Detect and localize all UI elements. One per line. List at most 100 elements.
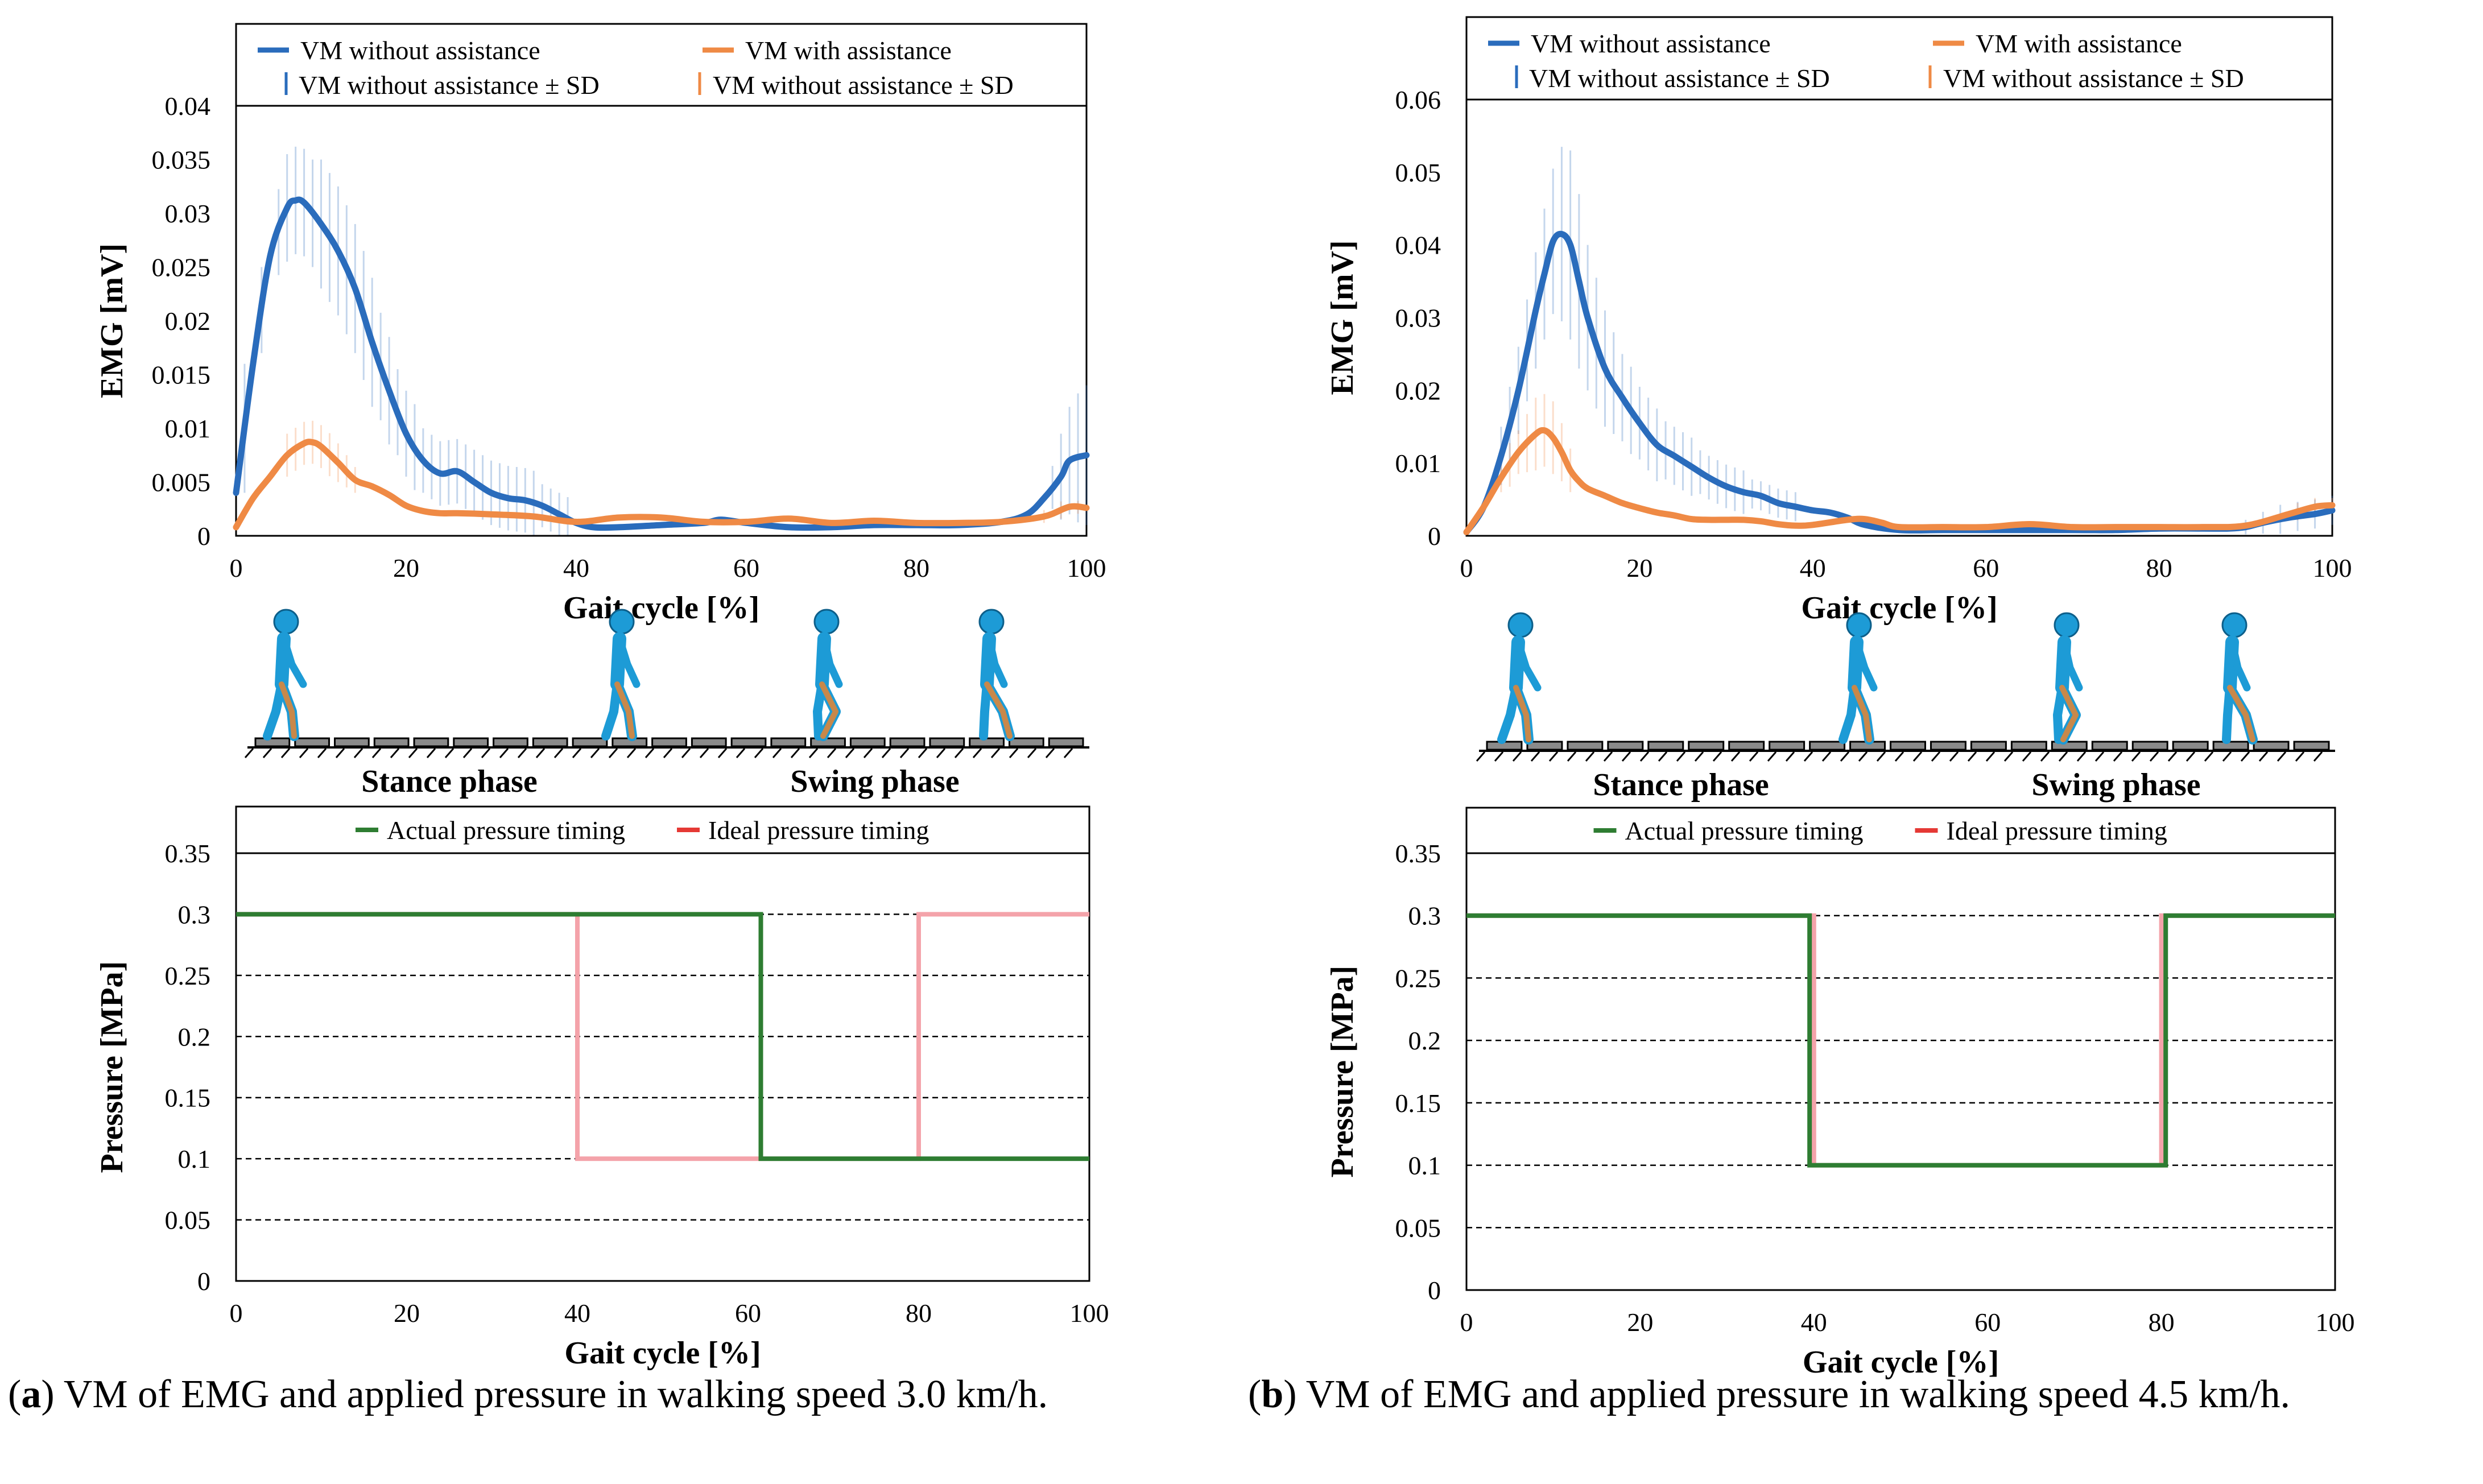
panel-a-pressure-ytick-label: 0.25 [165,961,211,990]
panel-a-pressure-ytick-label: 0 [197,1267,210,1296]
panel-a-ground-hatch [262,748,272,758]
panel-b-pressure-axes: 0 0.05 0.1 0.15 0.2 0.25 0.3 0.35 0 20 40 60 80 100 Ga… [1325,839,2355,1380]
panel-a-emg-series-line-1 [233,439,1090,531]
panel-a-pressure-series-line-1 [236,912,1089,1161]
panel-b-walker-arm [1514,638,1542,692]
panel-b-ground-hatch [2240,751,2250,762]
panel-a-pressure-ytick-label: 0.1 [178,1144,211,1173]
panel-b-emg-ytick-label: 0.03 [1395,304,1441,333]
panel-b-ground-hatch [2022,751,2032,762]
panel-b-ground-hatch [1512,751,1522,762]
panel-b-treadmill-slat [1809,741,1846,751]
panel-a-ground-hatch [408,748,418,758]
panel-a-ground-hatch [790,748,800,758]
panel-b-walker-arm [2228,638,2251,692]
panel-b-ground-hatch [2113,751,2123,762]
panel-a-walker-head [609,609,635,635]
panel-b-ground-hatch [1749,751,1759,762]
panel-a-ground-hatch [1009,748,1019,758]
panel-b-pressure-legend-label: Actual pressure timing [1625,816,1864,845]
panel-b-ground-hatch [1785,751,1795,762]
panel-b-pressure-plot-frame [1465,852,2336,1291]
panel-a-ground-hatch [426,748,436,758]
panel-b-walker-front-leg [1513,685,1531,742]
panel-a-ground-hatch [881,748,891,758]
panel-b-emg-ytick-label: 0.05 [1395,158,1441,187]
panel-a-emg-xlabel: Gait cycle [%] [563,590,759,626]
panel-a-treadmill-slat [1008,737,1044,747]
panel-b-ground-hatch [1858,751,1868,762]
panel-a-walker-arm [280,635,307,688]
panel-b-treadmill-slat [2172,741,2209,751]
panel-a-emg-ytick-label: 0.035 [152,146,211,175]
panel-b-emg-xtick-label: 40 [1800,553,1826,582]
panel-a-pressure-ytick-label: 0.15 [165,1084,211,1113]
caption-b: (b) VM of EMG and applied pressure in wa… [1248,1373,2291,1416]
panel-a-ground-hatch [899,748,910,758]
panel-b-pressure-xtick-label: 40 [1801,1308,1827,1337]
panel-a-emg-legend-label: VM without assistance ± SD [299,71,600,100]
panel-a-treadmill-slat [849,737,886,747]
panel-a-walker-figure [813,609,843,741]
panel-b-pressure-xtick-label: 100 [2316,1308,2355,1337]
panel-a-ground-hatch [717,748,728,758]
panel-a-emg-ytick-label: 0.04 [165,92,211,121]
panel-a-walker-figure [978,609,1015,741]
panel-b-treadmill-slat [1607,741,1644,751]
panel-b-ground-hatch [2167,751,2178,762]
panel-b-ground-hatch [2204,751,2214,762]
panel-b-emg-legend-label: VM without assistance ± SD [1529,64,1830,93]
panel-b-ground-hatch [1639,751,1650,762]
panel-a-ground-hatch [663,748,673,758]
panel-b-ground-hatch [2258,751,2269,762]
panel-a-pressure-xtick-label: 100 [1070,1299,1109,1328]
panel-b-emg-ytick-label: 0 [1428,522,1441,551]
panel-a-ground-hatch [299,748,309,758]
panel-a-pressure-ylabel: Pressure [MPa] [94,961,130,1173]
panel-b-pressure-ytick-label: 0.35 [1395,839,1441,868]
panel-a-ground-hatch [808,748,819,758]
panel-a-emg-xtick-label: 60 [733,553,759,582]
panel-b-ground-hatch [2076,751,2087,762]
panel-a-walker-back-leg [813,680,827,741]
panel-a-treadmill-slat [413,737,449,747]
panel-a-ground-hatch [754,748,764,758]
panel-b-walker-head [1846,612,1872,638]
panel-b-treadmill-slat [1688,741,1725,751]
panel-b-emg-xlabel: Gait cycle [%] [1801,590,1997,626]
panel-b-pressure-xlabel: Gait cycle [%] [1803,1345,1999,1380]
panel-a-emg-xtick-label: 100 [1067,553,1106,582]
panel-a-treadmill-slat [770,737,807,747]
panel-b-pressure-ytick-label: 0.05 [1395,1213,1441,1242]
panel-a-ground-hatch [644,748,655,758]
panel-a-ground-hatch [1027,748,1037,758]
panel-b-ground-hatch [1585,751,1595,762]
panel-a-emg-ytick-label: 0.03 [165,199,211,228]
panel-b-treadmill-slat [2253,741,2290,751]
panel-a-walker-arm [615,635,641,688]
panel-b-emg-ylabel: EMG [mV] [1325,240,1360,395]
panel-b-treadmill-slat [1769,741,1806,751]
panel-a-pressure-xtick-label: 20 [394,1299,420,1328]
panel-b-ground-hatch [1894,751,1904,762]
panel-b-pressure-xtick-label: 60 [1974,1308,2001,1337]
panel-b-ground-hatch [2149,751,2159,762]
panel-a-walker-figure [263,609,307,741]
panel-a-treadmill-slat [969,737,1005,747]
panel-b-treadmill-slat [2091,741,2128,751]
panel-a-walker-head [978,609,1005,635]
panel-b-ground-hatch [1949,751,1959,762]
panel-a-pressure-xlabel: Gait cycle [%] [564,1336,761,1371]
panel-b-pressure-ylabel: Pressure [MPa] [1325,966,1360,1178]
panel-b-treadmill-slat [2293,741,2330,751]
panel-a-treadmill-slat [889,737,926,747]
panel-a-treadmill-slat [730,737,767,747]
panel-a-emg-xtick-label: 20 [393,553,419,582]
panel-a-treadmill-slat [453,737,489,747]
panel-a-ground-hatch [371,748,382,758]
panel-b-ground-hatch [1803,751,1813,762]
panel-b-walking-illustration: Stance phase Swing phase [1476,612,2335,803]
panel-a-ground-hatch [863,748,873,758]
panel-b-ground-hatch [2003,751,2014,762]
panel-a-walker-front-leg [614,681,635,739]
